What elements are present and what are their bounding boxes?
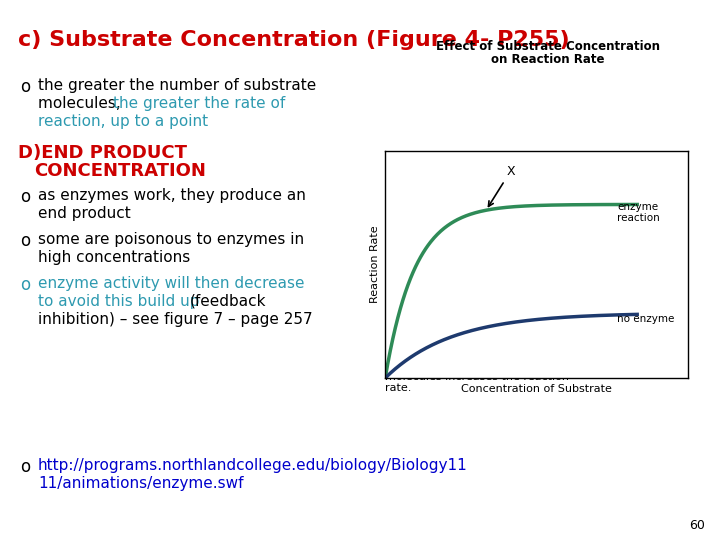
Text: A higher concentration of substrate
molecules increases the reaction
rate.: A higher concentration of substrate mole… — [385, 360, 583, 393]
Text: 11/animations/enzyme.swf: 11/animations/enzyme.swf — [38, 476, 243, 491]
Text: molecules,: molecules, — [38, 96, 125, 111]
Text: o: o — [20, 276, 30, 294]
Text: o: o — [20, 188, 30, 206]
Text: high concentrations: high concentrations — [38, 250, 190, 265]
Text: c) Substrate Concentration (Figure 4- P255): c) Substrate Concentration (Figure 4- P2… — [18, 30, 570, 50]
Text: reaction, up to a point: reaction, up to a point — [38, 114, 208, 129]
Text: X: X — [488, 165, 515, 206]
Text: CONCENTRATION: CONCENTRATION — [34, 162, 206, 180]
Text: the greater the number of substrate: the greater the number of substrate — [38, 78, 316, 93]
Text: on Reaction Rate: on Reaction Rate — [491, 53, 605, 66]
X-axis label: Concentration of Substrate: Concentration of Substrate — [461, 383, 612, 394]
Text: o: o — [20, 232, 30, 250]
Text: D)END PRODUCT: D)END PRODUCT — [18, 144, 187, 162]
Text: end product: end product — [38, 206, 131, 221]
Text: o: o — [20, 458, 30, 476]
Text: the greater the rate of: the greater the rate of — [113, 96, 285, 111]
Text: some are poisonous to enzymes in: some are poisonous to enzymes in — [38, 232, 304, 247]
Text: no enzyme: no enzyme — [617, 314, 675, 324]
Text: as enzymes work, they produce an: as enzymes work, they produce an — [38, 188, 306, 203]
Text: o: o — [20, 78, 30, 96]
Text: enzyme activity will then decrease: enzyme activity will then decrease — [38, 276, 305, 291]
Text: http://programs.northlandcollege.edu/biology/Biology11: http://programs.northlandcollege.edu/bio… — [38, 458, 468, 473]
Text: 60: 60 — [689, 519, 705, 532]
Text: (feedback: (feedback — [190, 294, 266, 309]
Text: Effect of Substrate Concentration: Effect of Substrate Concentration — [436, 40, 660, 53]
Text: inhibition) – see figure 7 – page 257: inhibition) – see figure 7 – page 257 — [38, 312, 312, 327]
Text: Figure 4: Figure 4 — [385, 345, 440, 358]
Text: enzyme
reaction: enzyme reaction — [617, 201, 660, 223]
Y-axis label: Reaction Rate: Reaction Rate — [369, 226, 379, 303]
Text: to avoid this build up: to avoid this build up — [38, 294, 204, 309]
